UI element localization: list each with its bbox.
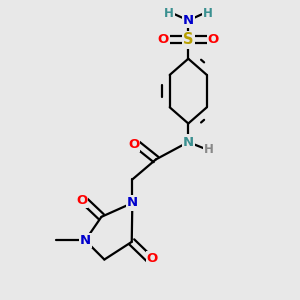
Text: N: N [183, 14, 194, 27]
Text: H: H [204, 142, 214, 156]
Text: N: N [127, 196, 138, 209]
Text: O: O [128, 138, 140, 151]
Text: O: O [208, 33, 219, 46]
Text: O: O [158, 33, 169, 46]
Text: H: H [202, 7, 212, 20]
Text: O: O [147, 252, 158, 266]
Text: N: N [80, 234, 91, 247]
Text: S: S [183, 32, 194, 47]
Text: H: H [164, 7, 174, 20]
Text: O: O [76, 194, 87, 207]
Text: N: N [183, 136, 194, 148]
